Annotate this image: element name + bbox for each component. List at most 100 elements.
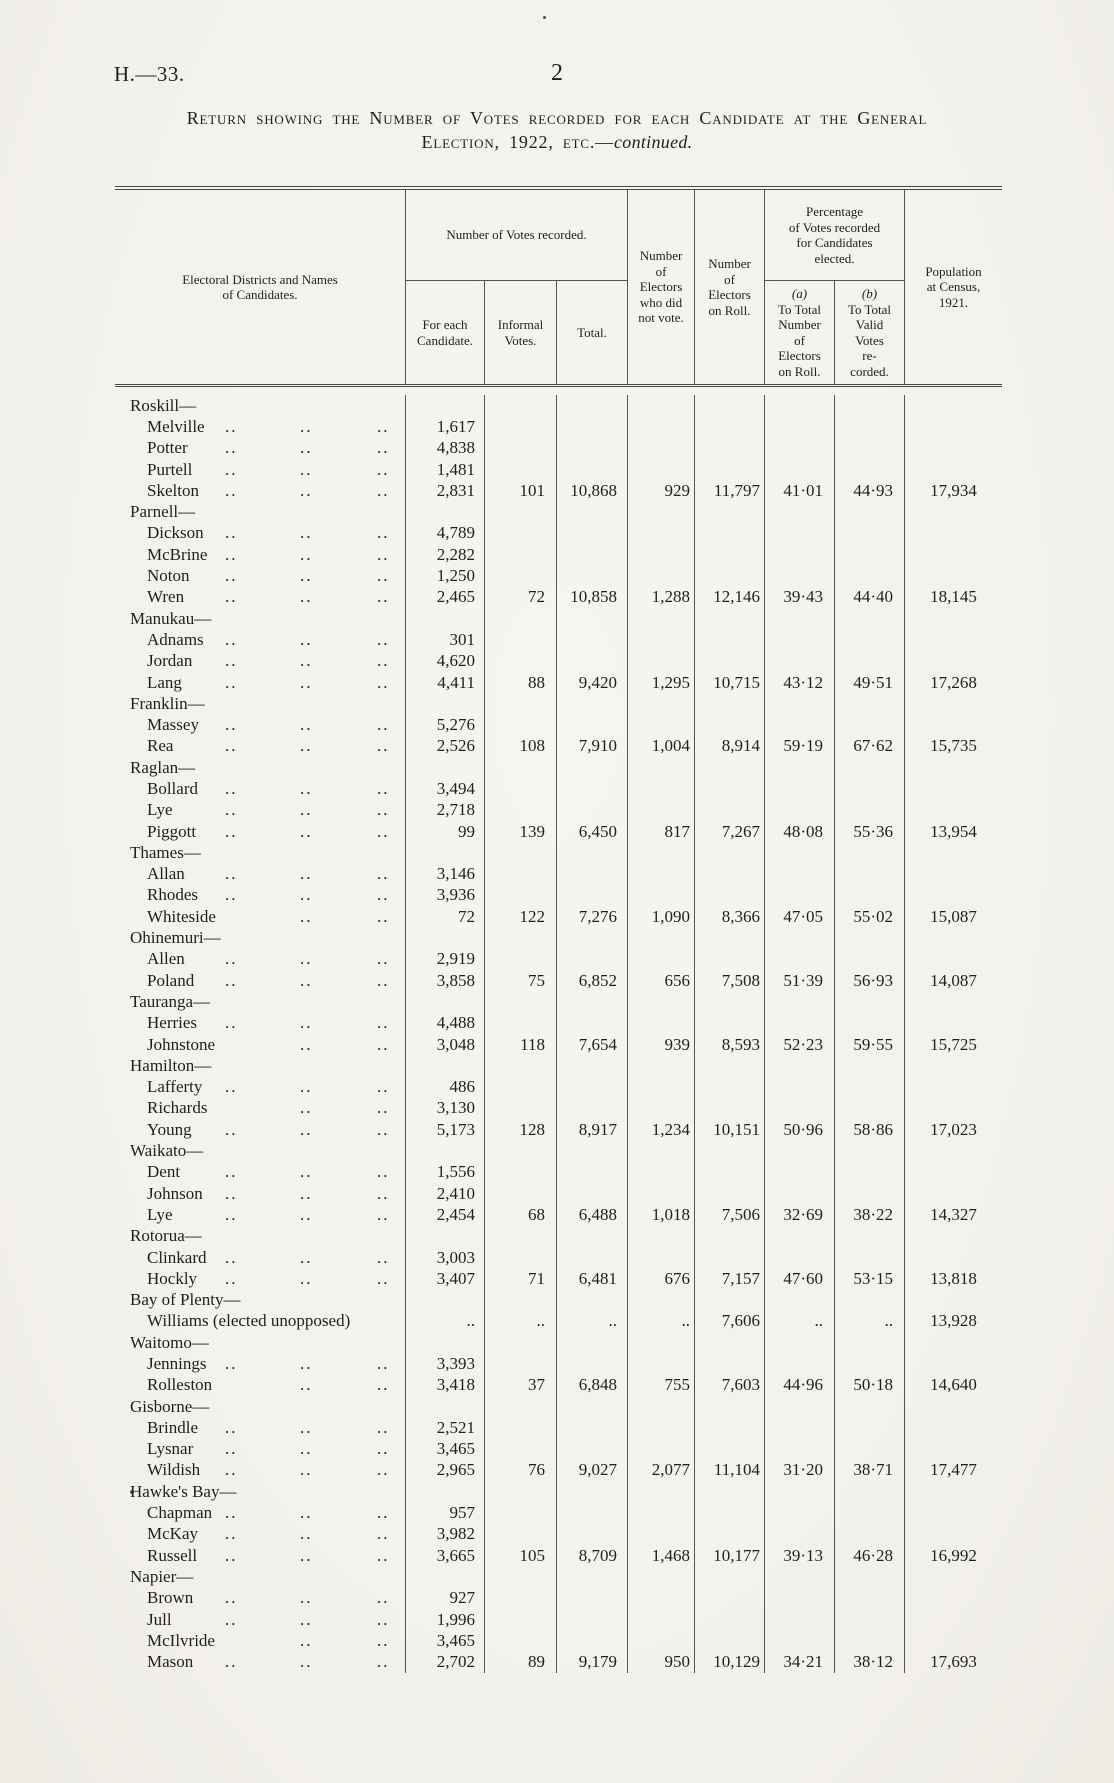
pct-valid-cell [834,863,904,885]
dot-leader: .. [300,970,313,990]
votes-cell [405,1395,484,1418]
pct-roll-cell [764,1587,834,1609]
electors-not-voted-cell [627,544,694,566]
candidate-name: Young [147,1119,192,1139]
informal-votes-cell: 76 [484,1459,556,1482]
scan-speck [543,16,546,19]
total-votes-cell: 6,852 [556,970,627,992]
electors-not-voted-cell [627,607,694,630]
total-votes-cell [556,458,627,481]
electors-not-voted-cell [627,1481,694,1503]
name-cell: Brown...... [115,1588,405,1609]
pct-valid-cell [834,544,904,566]
population-cell [904,757,1002,779]
document-reference: H.—33. [114,62,185,86]
dot-leader: .. [377,906,390,926]
total-votes-cell [556,501,627,523]
candidate-name: Lang [147,672,182,692]
pct-valid-cell [834,991,904,1013]
dot-leader: .. [225,1503,238,1523]
electors-not-voted-cell [627,1332,694,1354]
total-votes-cell [556,650,627,672]
district-row: Bay of Plenty— [115,1289,1002,1311]
name-cell: Brindle...... [115,1417,405,1438]
pct-roll-cell: 44·96 [764,1374,834,1396]
votes-cell: 3,665 [405,1545,484,1567]
votes-cell [405,1289,484,1311]
population-cell [904,884,1002,907]
pct-roll-cell: 43·12 [764,671,834,694]
pct-valid-cell [834,884,904,907]
candidate-name: Mason [147,1652,194,1672]
dot-leader: .. [377,1630,390,1650]
informal-votes-cell [484,863,556,885]
candidate-name: Wren [147,587,185,607]
name-cell: Massey...... [115,714,405,735]
population-cell [904,1608,1002,1631]
population-cell: 17,693 [904,1651,1002,1673]
dot-leader: .. [300,438,313,458]
pct-valid-cell [834,1395,904,1418]
name-cell: Piggott...... [115,821,405,842]
dot-leader: .. [300,629,313,649]
dot-leader: .. [377,1588,390,1608]
informal-votes-cell [484,757,556,779]
pct-roll-cell: .. [764,1310,834,1333]
dot-leader: .. [225,566,238,586]
dot-leader: .. [225,1162,238,1182]
dot-leader: .. [377,1013,390,1033]
electors-on-roll-cell [694,778,764,800]
electors-on-roll-cell [694,1055,764,1077]
electors-not-voted-cell [627,1246,694,1269]
name-cell: Dickson...... [115,523,405,544]
total-votes-cell: 7,910 [556,735,627,758]
pct-valid-cell [834,1246,904,1269]
pct-valid-cell: 49·51 [834,671,904,694]
dot-leader: .. [377,1652,390,1672]
pct-roll-cell [764,1608,834,1631]
population-cell: 14,640 [904,1374,1002,1396]
dot-leader: .. [300,416,313,436]
population-cell [904,1332,1002,1354]
name-cell: Williams (elected unopposed) [115,1311,405,1332]
pct-valid-cell [834,1076,904,1098]
votes-cell: 3,465 [405,1438,484,1460]
pct-roll-cell [764,799,834,821]
informal-votes-cell [484,458,556,481]
district-row: Rotorua— [115,1225,1002,1247]
name-cell: Poland...... [115,970,405,991]
header-percentage-b: (b) To Total Valid Votes re- corded. [834,281,904,384]
pct-valid-cell: 56·93 [834,970,904,992]
electors-on-roll-cell [694,1481,764,1503]
pct-roll-cell: 47·60 [764,1268,834,1290]
electors-not-voted-cell [627,1395,694,1418]
name-cell: Allan...... [115,864,405,885]
dot-leader: .. [225,1609,238,1629]
pct-roll-cell [764,607,834,630]
electors-on-roll-cell: 10,177 [694,1545,764,1567]
name-cell: Jordan...... [115,651,405,672]
population-cell: 14,087 [904,970,1002,992]
total-votes-cell [556,1225,627,1247]
dot-leader: .. [225,1652,238,1672]
total-votes-cell [556,1353,627,1375]
pct-roll-cell: 51·39 [764,970,834,992]
name-cell: McBrine...... [115,544,405,565]
electors-not-voted-cell [627,927,694,949]
dot-leader: .. [300,1524,313,1544]
votes-cell [405,927,484,949]
candidate-row: Piggott...... 99 139 6,450 817 7,267 48·08 55·3… [115,820,1002,843]
total-votes-cell [556,629,627,651]
name-cell: Hockly...... [115,1268,405,1289]
candidate-row: Purtell...... 1,481 [115,458,1002,481]
population-cell [904,650,1002,672]
informal-votes-cell: 89 [484,1651,556,1673]
name-cell: Lye...... [115,1204,405,1225]
dot-leader: .. [377,1034,390,1054]
percentage-a-text: To Total Number of Electors on Roll. [777,301,822,379]
dot-leader: .. [300,1077,313,1097]
votes-cell: 2,919 [405,948,484,971]
candidate-name: Allen [147,949,185,969]
pct-valid-cell [834,607,904,630]
votes-cell [405,991,484,1013]
